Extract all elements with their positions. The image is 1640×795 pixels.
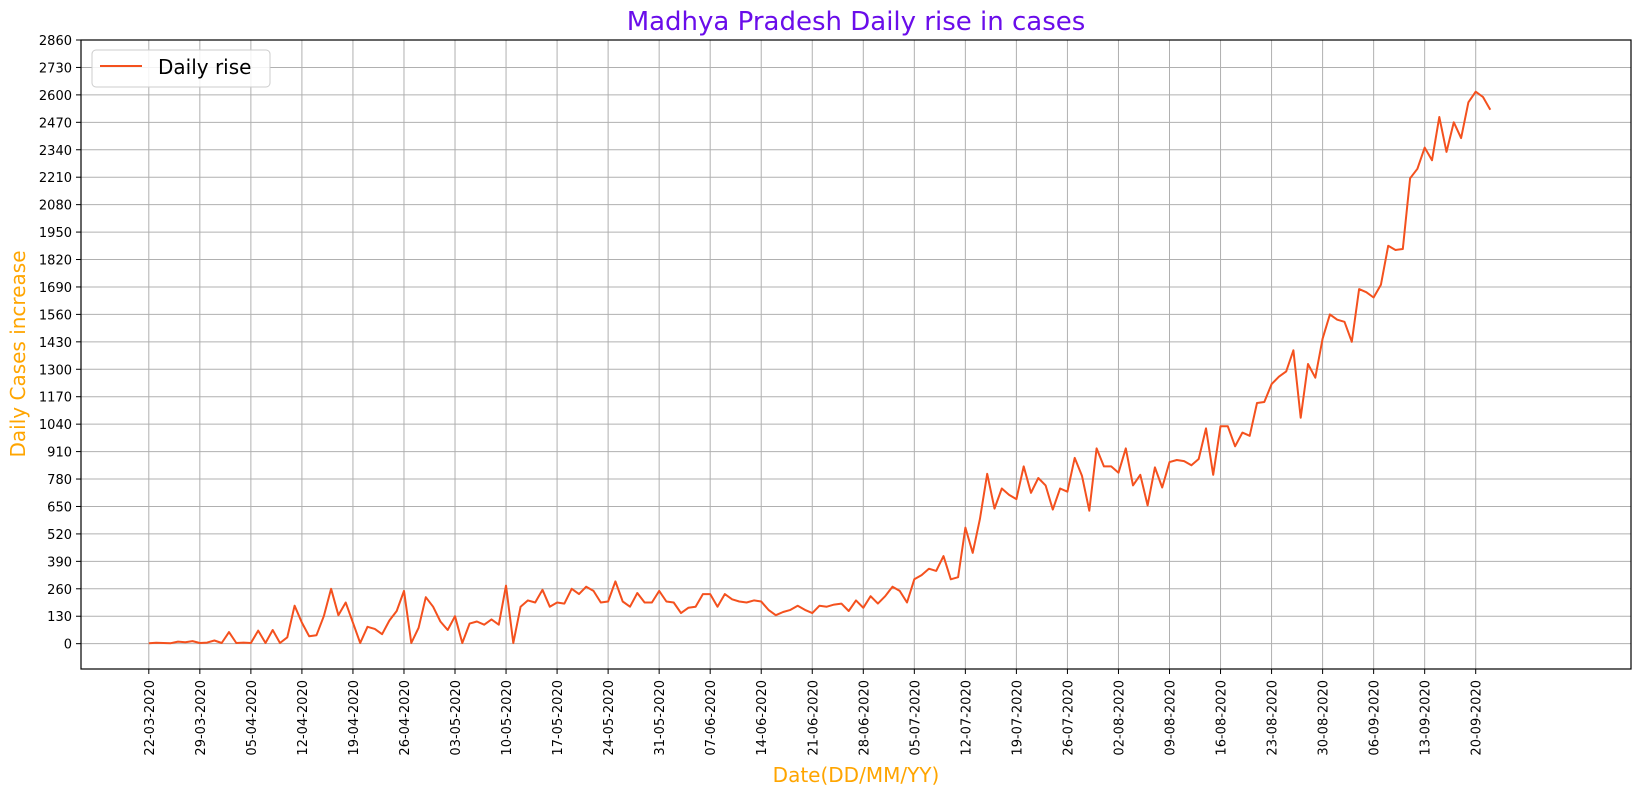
x-tick-label: 22-03-2020 [143,680,158,756]
legend-label-daily-rise: Daily rise [158,55,251,79]
x-tick-label: 12-04-2020 [296,680,311,756]
y-tick-label: 1690 [39,281,72,296]
x-tick-label: 24-05-2020 [602,680,617,756]
y-tick-label: 0 [64,638,72,653]
x-tick-label: 13-09-2020 [1419,680,1434,756]
x-tick-label: 31-05-2020 [653,680,668,756]
x-tick-label: 19-07-2020 [1010,680,1025,756]
x-tick-label: 20-09-2020 [1470,680,1485,756]
x-axis-label: Date(DD/MM/YY) [773,763,940,787]
x-tick-label: 30-08-2020 [1317,680,1332,756]
y-tick-label: 1950 [39,226,72,241]
y-tick-label: 2860 [39,34,72,49]
x-tick-label: 05-07-2020 [908,680,923,756]
x-tick-label: 29-03-2020 [194,680,209,756]
y-axis-label: Daily Cases increase [6,251,30,458]
y-tick-label: 520 [47,528,72,543]
x-tick-label: 06-09-2020 [1368,680,1383,756]
y-tick-label: 910 [47,446,72,461]
x-tick-label: 14-06-2020 [755,680,770,756]
y-tick-label: 130 [47,610,72,625]
y-tick-label: 1560 [39,308,72,323]
x-tick-label: 09-08-2020 [1163,680,1178,756]
x-tick-label: 28-06-2020 [857,680,872,756]
x-tick-label: 23-08-2020 [1266,680,1281,756]
y-tick-label: 2210 [39,171,72,186]
x-tick-label: 17-05-2020 [551,680,566,756]
y-tick-label: 1820 [39,254,72,269]
x-tick-label: 07-06-2020 [704,680,719,756]
y-tick-label: 2080 [39,199,72,214]
x-tick-label: 21-06-2020 [806,680,821,756]
x-tick-label: 19-04-2020 [347,680,362,756]
legend: Daily rise [92,50,270,87]
y-tick-label: 2600 [39,89,72,104]
y-tick-label: 2470 [39,116,72,131]
x-tick-label: 05-04-2020 [245,680,260,756]
y-tick-label: 780 [47,473,72,488]
chart-title: Madhya Pradesh Daily rise in cases [627,7,1086,37]
y-tick-label: 1170 [39,391,72,406]
y-tick-label: 390 [47,555,72,570]
y-tick-label: 650 [47,500,72,515]
y-tick-label: 1300 [39,363,72,378]
x-tick-label: 10-05-2020 [500,680,515,756]
y-tick-label: 2730 [39,61,72,76]
y-tick-label: 1430 [39,336,72,351]
y-tick-label: 1040 [39,418,72,433]
x-tick-label: 02-08-2020 [1112,680,1127,756]
x-tick-label: 26-04-2020 [398,680,413,756]
x-tick-label: 16-08-2020 [1215,680,1230,756]
x-tick-label: 12-07-2020 [959,680,974,756]
x-tick-label: 26-07-2020 [1061,680,1076,756]
x-tick-label: 03-05-2020 [449,680,464,756]
y-tick-label: 260 [47,583,72,598]
y-tick-label: 2340 [39,144,72,159]
